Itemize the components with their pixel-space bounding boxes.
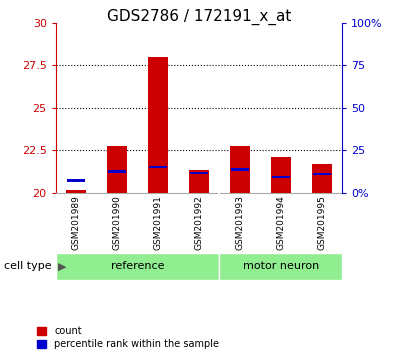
Legend: count, percentile rank within the sample: count, percentile rank within the sample xyxy=(37,326,219,349)
Bar xyxy=(231,168,249,171)
Bar xyxy=(272,176,290,178)
Bar xyxy=(190,172,208,174)
Bar xyxy=(230,146,250,193)
Text: GSM201993: GSM201993 xyxy=(236,195,244,251)
Bar xyxy=(108,170,126,172)
Text: cell type: cell type xyxy=(4,261,52,272)
Bar xyxy=(68,179,85,182)
Bar xyxy=(271,157,291,193)
Text: reference: reference xyxy=(111,261,164,272)
Bar xyxy=(313,172,330,175)
Text: GSM201994: GSM201994 xyxy=(276,196,285,250)
FancyBboxPatch shape xyxy=(56,253,219,280)
Text: GSM201991: GSM201991 xyxy=(154,195,162,251)
Bar xyxy=(66,189,86,193)
Bar xyxy=(148,57,168,193)
Text: GDS2786 / 172191_x_at: GDS2786 / 172191_x_at xyxy=(107,9,291,25)
Bar xyxy=(149,166,167,168)
Text: GSM201989: GSM201989 xyxy=(72,195,81,251)
Text: ▶: ▶ xyxy=(58,261,66,272)
Bar xyxy=(107,146,127,193)
Bar xyxy=(189,170,209,193)
Text: GSM201992: GSM201992 xyxy=(195,196,203,250)
Text: GSM201995: GSM201995 xyxy=(317,195,326,251)
FancyBboxPatch shape xyxy=(219,253,342,280)
Text: motor neuron: motor neuron xyxy=(243,261,319,272)
Bar xyxy=(312,164,332,193)
Text: GSM201990: GSM201990 xyxy=(113,195,122,251)
